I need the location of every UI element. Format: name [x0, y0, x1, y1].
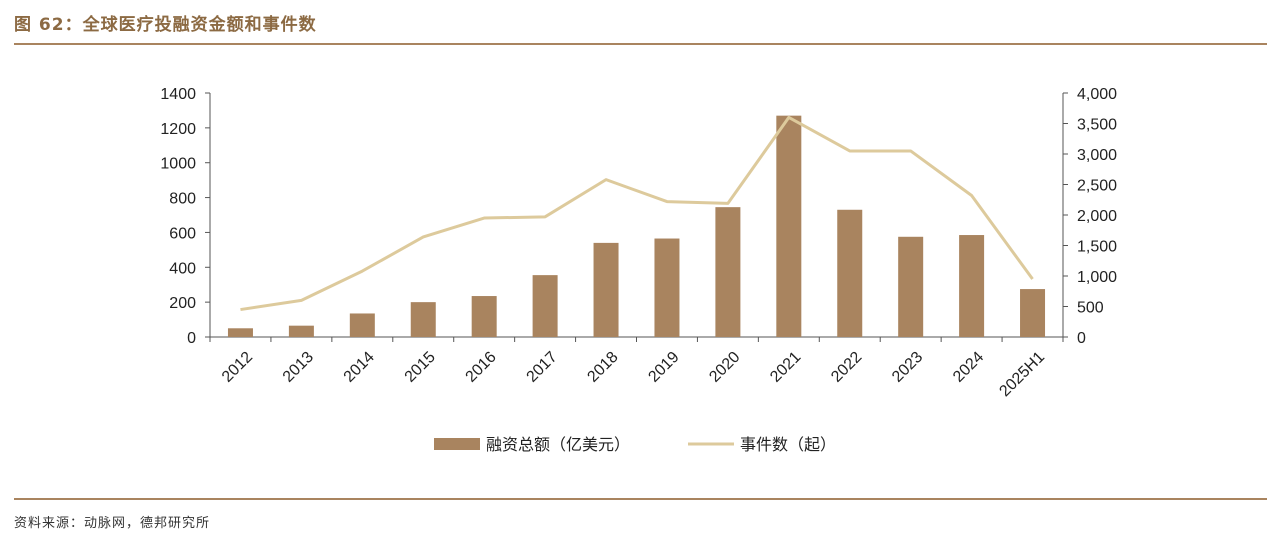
legend-bar-swatch	[434, 438, 480, 450]
right-axis-tick-label: 1,500	[1077, 239, 1117, 256]
legend-line-label: 事件数（起）	[740, 436, 836, 454]
x-axis-tick-label: 2014	[341, 349, 378, 386]
event-count-line	[240, 115, 1034, 312]
chart-legend: 融资总额（亿美元） 事件数（起）	[434, 436, 836, 454]
figure-title: 图 62：全球医疗投融资金额和事件数	[14, 15, 317, 35]
x-axis-tick-label: 2025H1	[997, 349, 1049, 401]
x-axis-tick-label: 2017	[524, 349, 561, 386]
bar	[959, 235, 985, 337]
bar	[715, 207, 741, 337]
x-axis-tick-label: 2019	[645, 349, 682, 386]
x-axis-tick-label: 2015	[402, 349, 439, 386]
right-axis-tick-label: 1,000	[1077, 269, 1117, 286]
left-axis-tick-label: 200	[169, 295, 196, 312]
title-divider	[14, 43, 1267, 45]
left-axis-tick-label: 1000	[160, 156, 196, 173]
bar-series	[227, 115, 1046, 338]
bar	[1020, 289, 1046, 337]
x-axis-tick-label: 2024	[950, 349, 987, 386]
bar	[288, 325, 314, 337]
x-axis-tick-label: 2016	[463, 349, 500, 386]
left-axis-tick-label: 400	[169, 260, 196, 277]
right-axis-tick-label: 2,000	[1077, 208, 1117, 225]
bar	[898, 236, 924, 337]
line-series	[240, 115, 1034, 312]
bar	[776, 115, 802, 338]
bar	[837, 209, 863, 337]
x-axis-tick-label: 2020	[706, 349, 743, 386]
left-axis-tick-label: 1200	[160, 121, 196, 138]
x-axis-tick-label: 2018	[584, 349, 621, 386]
bar	[410, 302, 436, 337]
legend-bar-label: 融资总额（亿美元）	[486, 436, 630, 454]
right-axis-tick-label: 500	[1077, 300, 1104, 317]
source-divider	[14, 498, 1267, 500]
x-axis-tick-label: 2013	[280, 349, 317, 386]
x-axis-tick-label: 2022	[828, 349, 865, 386]
bar	[532, 275, 558, 337]
right-axis-tick-label: 3,500	[1077, 117, 1117, 134]
bar	[471, 296, 497, 337]
bar	[349, 313, 375, 337]
right-axis-tick-label: 3,000	[1077, 147, 1117, 164]
left-axis-tick-label: 600	[169, 225, 196, 242]
left-axis-tick-label: 1400	[160, 86, 196, 103]
bar	[593, 242, 619, 337]
bar	[227, 328, 253, 337]
x-axis-tick-label: 2021	[767, 349, 804, 386]
source-note: 资料来源：动脉网，德邦研究所	[14, 516, 211, 531]
left-axis-tick-label: 0	[187, 330, 196, 347]
left-axis-tick-label: 800	[169, 191, 196, 208]
right-axis-tick-label: 2,500	[1077, 178, 1117, 195]
x-axis-tick-label: 2023	[889, 349, 926, 386]
bar	[654, 238, 680, 337]
x-axis-tick-label: 2012	[219, 349, 256, 386]
right-axis-tick-label: 0	[1077, 330, 1086, 347]
right-axis-tick-label: 4,000	[1077, 86, 1117, 103]
